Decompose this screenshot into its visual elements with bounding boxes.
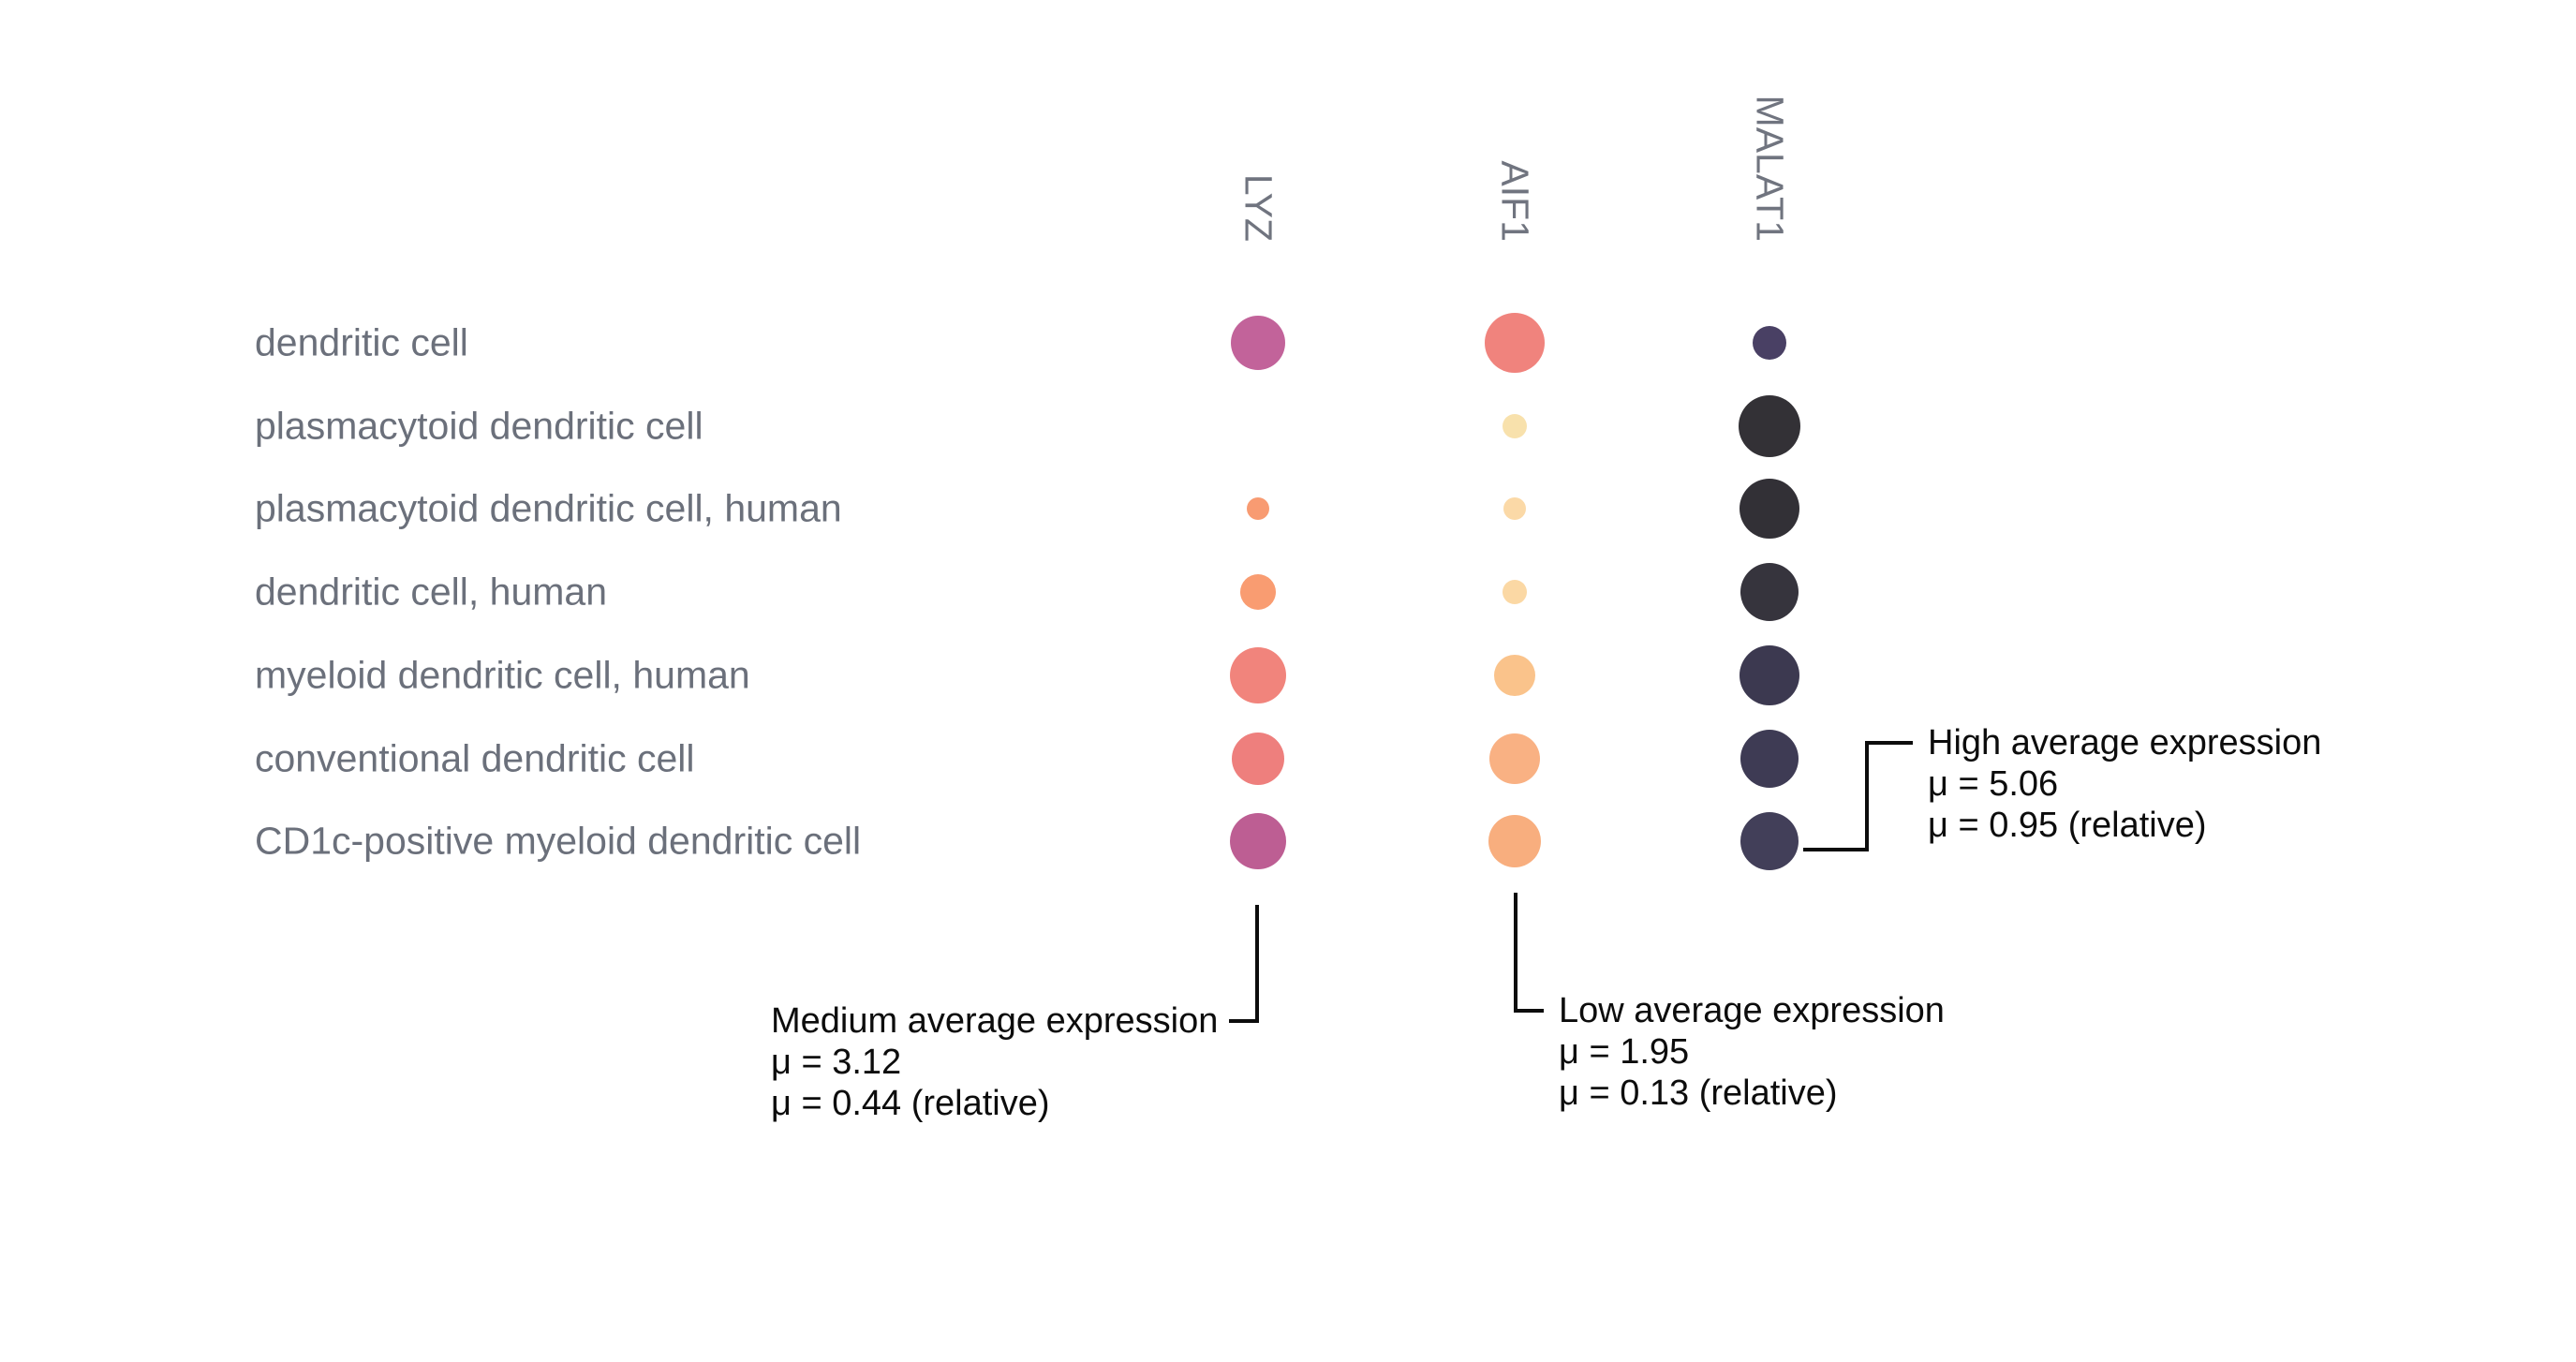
row-label: plasmacytoid dendritic cell, human <box>255 486 842 530</box>
low-expression-annotation: Low average expression μ = 1.95 μ = 0.13… <box>1559 990 1945 1114</box>
medium-expression-annotation: Medium average expression μ = 3.12 μ = 0… <box>771 1000 1218 1124</box>
row-label: dendritic cell <box>255 320 468 364</box>
annotation-mu: μ = 1.95 <box>1559 1032 1690 1072</box>
medium-callout-line-vertical <box>1255 905 1259 1023</box>
high-callout-line-horizontal <box>1803 848 1869 851</box>
expression-dot <box>1503 413 1527 438</box>
annotation-mu-relative: μ = 0.95 (relative) <box>1928 806 2207 845</box>
low-callout-line-tick <box>1514 1009 1544 1013</box>
expression-dot <box>1503 497 1526 521</box>
expression-dot <box>1488 815 1541 868</box>
row-label: myeloid dendritic cell, human <box>255 653 750 697</box>
annotation-mu-relative: μ = 0.44 (relative) <box>771 1084 1050 1123</box>
expression-dot <box>1740 563 1799 622</box>
expression-dot <box>1739 394 1800 457</box>
column-header-aif1: AIF1 <box>1493 160 1537 242</box>
annotation-title: Low average expression <box>1559 991 1945 1030</box>
row-label: conventional dendritic cell <box>255 736 695 779</box>
medium-callout-line-tick <box>1229 1019 1259 1023</box>
expression-dot <box>1489 733 1540 784</box>
expression-dot <box>1485 313 1545 373</box>
expression-dot <box>1740 812 1799 871</box>
expression-dot <box>1740 729 1799 788</box>
column-header-lyz: LYZ <box>1236 173 1281 242</box>
high-expression-annotation: High average expression μ = 5.06 μ = 0.9… <box>1928 722 2321 846</box>
row-label: CD1c-positive myeloid dendritic cell <box>255 819 862 863</box>
expression-dot <box>1230 646 1286 703</box>
expression-dot <box>1740 479 1799 540</box>
annotation-title: Medium average expression <box>771 1001 1219 1041</box>
expression-dot <box>1240 574 1276 611</box>
expression-dot <box>1753 326 1786 360</box>
annotation-title: High average expression <box>1928 723 2322 762</box>
row-label: plasmacytoid dendritic cell <box>255 404 703 448</box>
expression-dot <box>1231 316 1285 370</box>
expression-dot <box>1230 813 1286 870</box>
expression-dot <box>1232 732 1284 785</box>
high-callout-line-vertical <box>1865 741 1869 851</box>
annotation-mu-relative: μ = 0.13 (relative) <box>1559 1073 1838 1113</box>
expression-dot <box>1503 580 1527 605</box>
low-callout-line-vertical <box>1514 893 1517 1013</box>
column-header-malat1: MALAT1 <box>1748 95 1792 242</box>
annotation-mu: μ = 3.12 <box>771 1043 902 1082</box>
row-label: dendritic cell, human <box>255 570 608 614</box>
expression-dot <box>1494 654 1535 696</box>
annotation-mu: μ = 5.06 <box>1928 764 2059 804</box>
expression-dot <box>1247 497 1269 521</box>
expression-dot <box>1740 644 1799 705</box>
high-callout-line-tick <box>1865 741 1913 745</box>
